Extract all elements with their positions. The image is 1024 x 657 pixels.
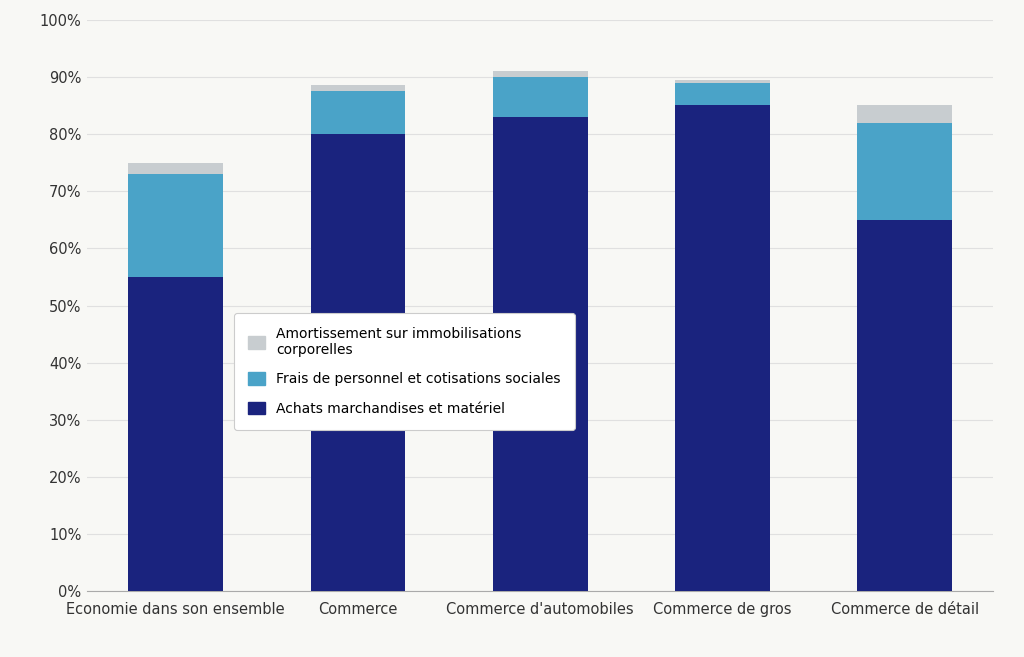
Bar xyxy=(675,83,770,105)
Bar xyxy=(857,220,952,591)
Legend: Amortissement sur immobilisations
corporelles, Frais de personnel et cotisations: Amortissement sur immobilisations corpor… xyxy=(234,313,574,430)
Bar xyxy=(310,85,406,91)
Bar xyxy=(675,79,770,83)
Bar xyxy=(493,77,588,117)
Bar xyxy=(128,174,223,277)
Bar xyxy=(310,91,406,134)
Bar xyxy=(857,123,952,220)
Bar xyxy=(675,105,770,591)
Bar xyxy=(493,117,588,591)
Bar xyxy=(128,277,223,591)
Bar xyxy=(493,71,588,77)
Bar xyxy=(310,134,406,591)
Bar xyxy=(128,163,223,174)
Bar xyxy=(857,106,952,123)
